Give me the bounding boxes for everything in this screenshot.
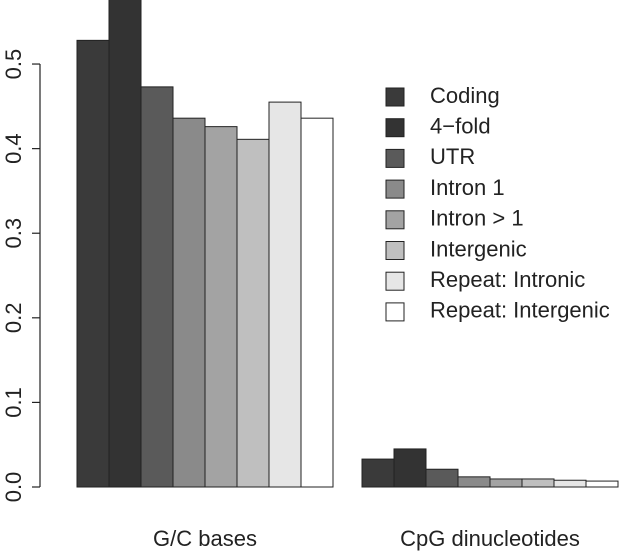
- legend-label: UTR: [430, 144, 475, 169]
- legend-swatch: [385, 118, 405, 138]
- legend-label: Intergenic: [430, 236, 527, 261]
- legend-swatch: [385, 179, 405, 199]
- bar: [489, 478, 523, 488]
- legend-label: Repeat: Intronic: [430, 267, 585, 292]
- y-tick-label: 0.5: [1, 49, 26, 80]
- bar: [204, 126, 238, 488]
- legend-label: Coding: [430, 83, 500, 108]
- legend-swatch: [385, 302, 405, 322]
- legend-swatch: [385, 241, 405, 260]
- bar: [76, 39, 110, 488]
- bar: [553, 479, 587, 488]
- x-tick-label: G/C bases: [153, 526, 257, 551]
- bar: [236, 138, 270, 488]
- bar: [457, 476, 491, 488]
- legend-label: Repeat: Intergenic: [430, 298, 610, 323]
- bar: [521, 478, 555, 488]
- bar: [300, 117, 334, 488]
- bar: [268, 101, 302, 488]
- bar: [172, 117, 206, 488]
- y-tick-label: 0.4: [1, 133, 26, 164]
- legend-swatch: [385, 271, 405, 291]
- bar: [585, 480, 619, 488]
- legend-swatch: [385, 148, 405, 168]
- bar: [361, 458, 395, 488]
- legend-swatch: [385, 87, 405, 107]
- legend-label: Intron 1: [430, 175, 505, 200]
- y-tick-label: 0.0: [1, 472, 26, 503]
- y-tick-label: 0.1: [1, 387, 26, 418]
- bar: [140, 86, 174, 488]
- y-tick-label: 0.2: [1, 303, 26, 334]
- x-tick-label: CpG dinucleotides: [400, 526, 580, 551]
- legend-label: 4−fold: [430, 114, 491, 139]
- bar: [425, 468, 459, 488]
- y-tick-label: 0.3: [1, 218, 26, 249]
- bar: [108, 0, 142, 488]
- legend-label: Intron > 1: [430, 206, 524, 231]
- legend-swatch: [385, 210, 405, 230]
- bar: [393, 448, 427, 488]
